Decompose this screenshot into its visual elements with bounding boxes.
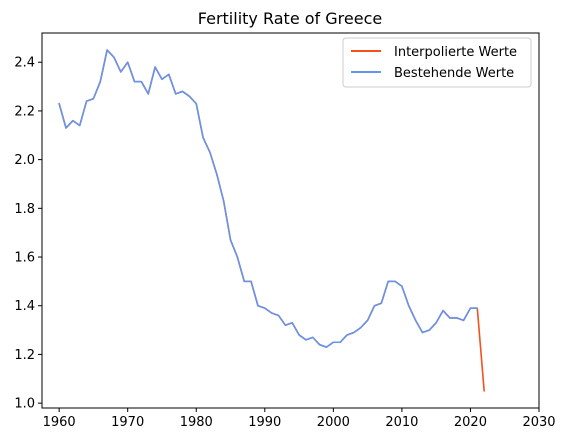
x-tick-label-1970: 1970 xyxy=(111,415,144,430)
y-tick-label-1.0: 1.0 xyxy=(14,397,35,412)
legend-label-interpolierte-werte: Interpolierte Werte xyxy=(394,45,517,60)
x-tick-label-1960: 1960 xyxy=(43,415,76,430)
x-tick-label-2010: 2010 xyxy=(385,415,418,430)
series-lines xyxy=(58,49,485,392)
x-tick-label-1990: 1990 xyxy=(248,415,281,430)
y-tick-label-1.2: 1.2 xyxy=(14,348,35,363)
y-tick-label-1.4: 1.4 xyxy=(14,299,35,314)
legend-frame xyxy=(342,37,532,88)
y-tick-label-2.4: 2.4 xyxy=(14,56,35,71)
y-tick-label-1.8: 1.8 xyxy=(14,202,35,217)
x-tick-label-2000: 2000 xyxy=(317,415,350,430)
y-axis: 1.0 1.2 1.4 1.6 1.8 2.0 2.2 2.4 xyxy=(14,56,42,412)
x-tick-label-1980: 1980 xyxy=(180,415,213,430)
series-line-interpolierte-werte xyxy=(58,49,485,392)
y-tick-label-2.0: 2.0 xyxy=(14,153,35,168)
y-tick-label-2.2: 2.2 xyxy=(14,104,35,119)
legend-label-bestehende-werte: Bestehende Werte xyxy=(394,66,514,81)
x-tick-label-2030: 2030 xyxy=(522,415,555,430)
chart-title: Fertility Rate of Greece xyxy=(198,9,382,28)
series-line-bestehende-werte xyxy=(58,49,479,348)
plot-frame xyxy=(41,32,540,409)
x-tick-label-2020: 2020 xyxy=(454,415,487,430)
legend: Interpolierte Werte Bestehende Werte xyxy=(342,37,532,88)
x-axis: 1960 1970 1980 1990 2000 2010 2020 2030 xyxy=(43,408,556,430)
y-tick-label-1.6: 1.6 xyxy=(14,251,35,266)
